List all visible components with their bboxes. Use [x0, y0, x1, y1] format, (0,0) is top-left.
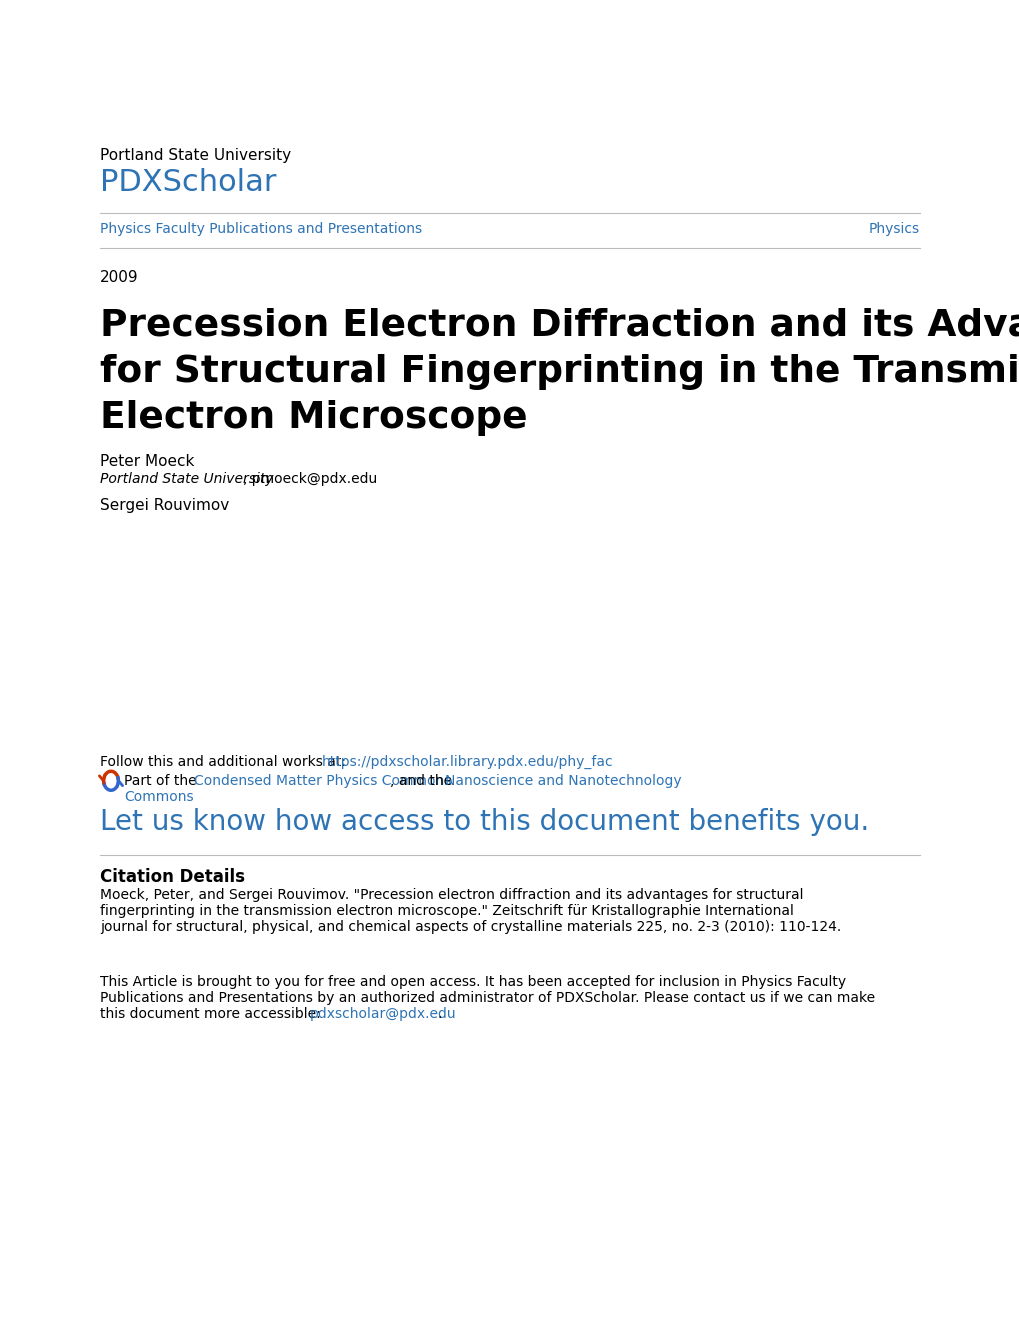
Text: Electron Microscope: Electron Microscope: [100, 400, 527, 436]
Text: .: .: [437, 1007, 442, 1020]
Text: Sergei Rouvimov: Sergei Rouvimov: [100, 498, 229, 513]
Text: for Structural Fingerprinting in the Transmission: for Structural Fingerprinting in the Tra…: [100, 354, 1019, 389]
Text: Follow this and additional works at:: Follow this and additional works at:: [100, 755, 351, 770]
Text: Portland State University: Portland State University: [100, 473, 273, 486]
Text: Citation Details: Citation Details: [100, 869, 245, 886]
Text: Publications and Presentations by an authorized administrator of PDXScholar. Ple: Publications and Presentations by an aut…: [100, 991, 874, 1005]
Text: PDXScholar: PDXScholar: [100, 168, 276, 197]
Text: Precession Electron Diffraction and its Advantages: Precession Electron Diffraction and its …: [100, 308, 1019, 345]
Text: 2009: 2009: [100, 271, 139, 285]
Text: This Article is brought to you for free and open access. It has been accepted fo: This Article is brought to you for free …: [100, 975, 846, 989]
Text: Let us know how access to this document benefits you.: Let us know how access to this document …: [100, 808, 868, 836]
Text: Physics: Physics: [868, 222, 919, 236]
Text: pdxscholar@pdx.edu: pdxscholar@pdx.edu: [310, 1007, 457, 1020]
Text: , and the: , and the: [389, 774, 457, 788]
Text: fingerprinting in the transmission electron microscope." Zeitschrift für Kristal: fingerprinting in the transmission elect…: [100, 904, 793, 917]
Text: , pmoeck@pdx.edu: , pmoeck@pdx.edu: [243, 473, 377, 486]
Text: Portland State University: Portland State University: [100, 148, 290, 162]
Text: this document more accessible:: this document more accessible:: [100, 1007, 325, 1020]
Text: Part of the: Part of the: [124, 774, 201, 788]
Text: Nanoscience and Nanotechnology: Nanoscience and Nanotechnology: [444, 774, 681, 788]
Text: Physics Faculty Publications and Presentations: Physics Faculty Publications and Present…: [100, 222, 422, 236]
Text: journal for structural, physical, and chemical aspects of crystalline materials : journal for structural, physical, and ch…: [100, 920, 841, 935]
Text: Condensed Matter Physics Commons: Condensed Matter Physics Commons: [194, 774, 451, 788]
Text: Peter Moeck: Peter Moeck: [100, 454, 195, 469]
Text: Commons: Commons: [124, 789, 194, 804]
Text: Moeck, Peter, and Sergei Rouvimov. "Precession electron diffraction and its adva: Moeck, Peter, and Sergei Rouvimov. "Prec…: [100, 888, 803, 902]
Text: https://pdxscholar.library.pdx.edu/phy_fac: https://pdxscholar.library.pdx.edu/phy_f…: [322, 755, 613, 770]
